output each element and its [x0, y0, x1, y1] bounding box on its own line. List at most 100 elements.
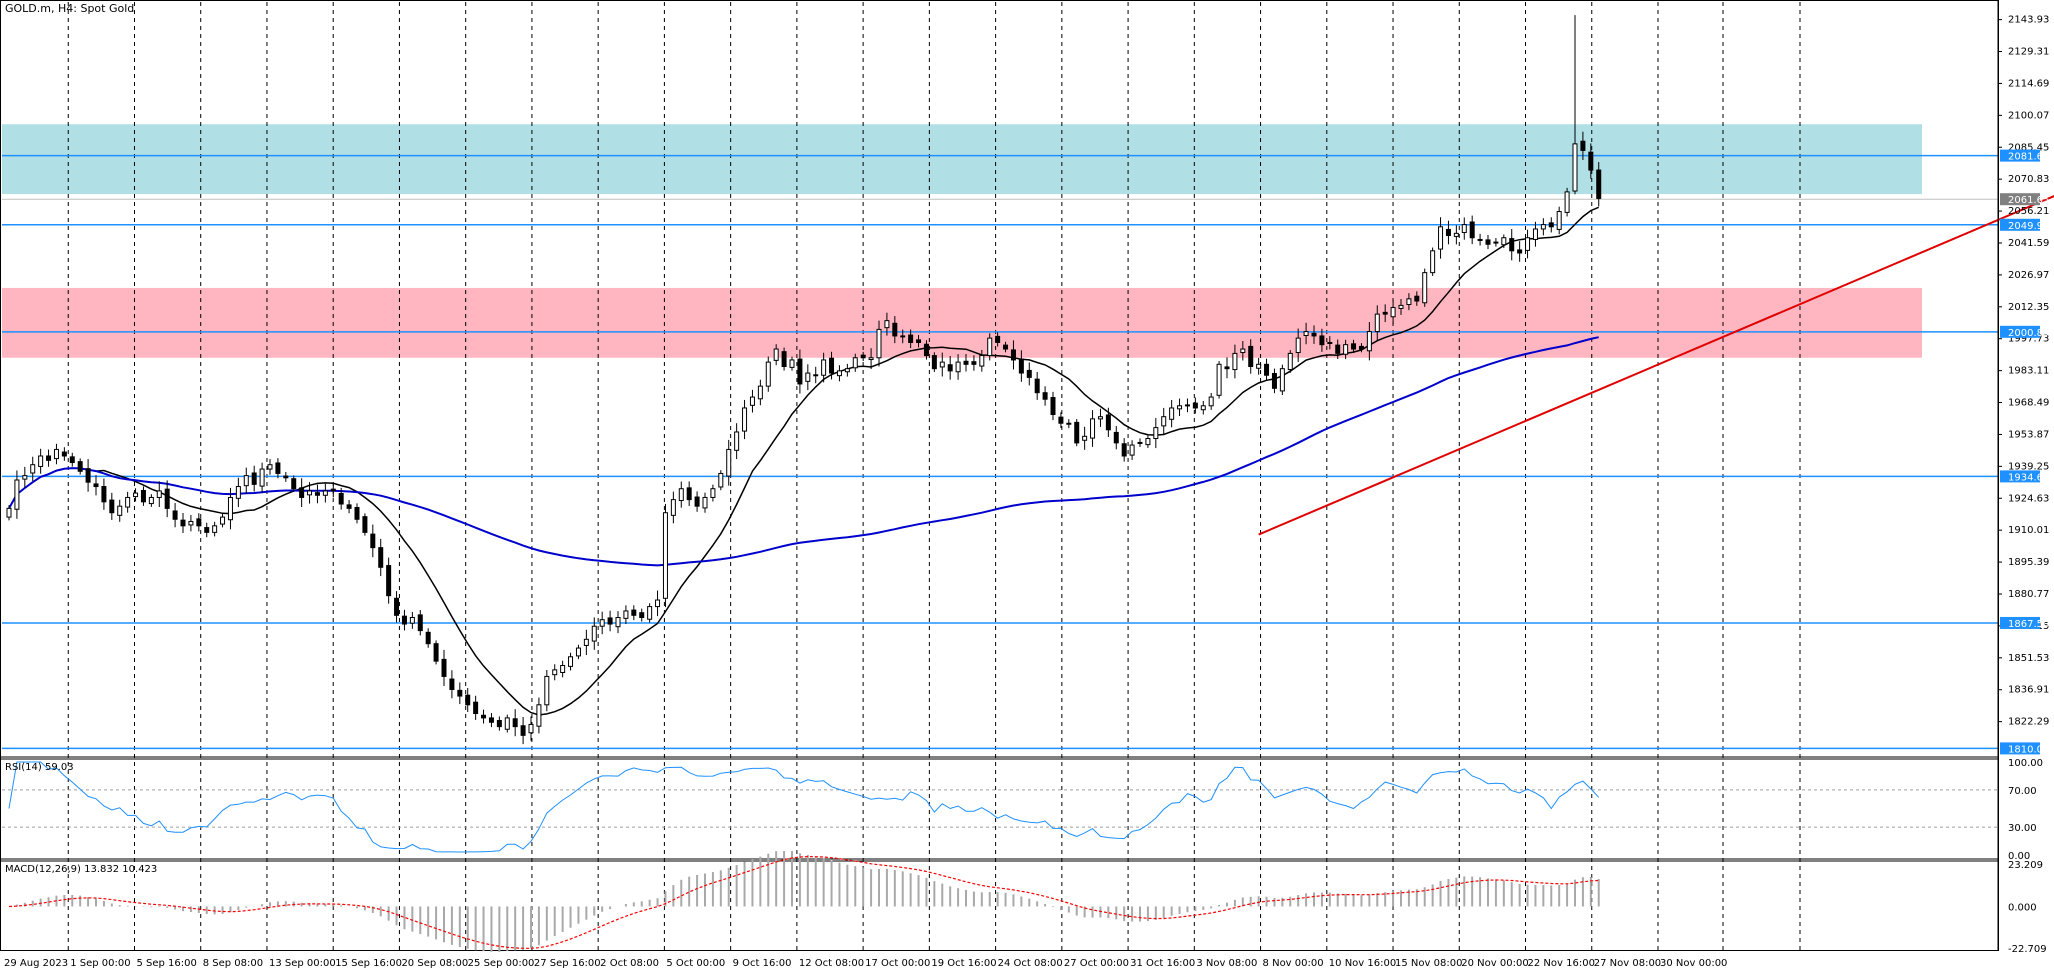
candle-body	[1082, 435, 1088, 441]
candle-body	[275, 462, 281, 474]
candle-body	[1390, 307, 1396, 318]
candle-body	[1003, 344, 1009, 350]
candle-body	[22, 475, 28, 480]
price-tick-label: 1939.25	[2008, 461, 2049, 472]
rsi-line	[8, 761, 1600, 853]
candle-body	[481, 714, 487, 719]
candle-body	[544, 675, 550, 706]
candle-body	[971, 361, 977, 365]
candle-body	[235, 486, 241, 499]
candle-body	[1556, 211, 1562, 230]
candle-body	[939, 361, 945, 368]
candle-body	[963, 360, 969, 365]
candle-body	[1034, 378, 1040, 394]
candle-body	[591, 625, 597, 642]
candle-body	[1469, 221, 1475, 239]
candle-body	[243, 475, 249, 487]
candle-body	[220, 516, 226, 525]
candle-body	[1216, 363, 1222, 396]
candle-body	[1445, 228, 1451, 237]
candle-body	[726, 448, 732, 477]
time-label: 17 Oct 00:00	[865, 958, 930, 969]
time-label: 8 Sep 08:00	[203, 958, 263, 969]
time-label: 2 Oct 08:00	[600, 958, 659, 969]
candle-body	[1145, 438, 1151, 446]
candle-body	[417, 614, 423, 632]
candle-body	[30, 464, 36, 474]
candle-body	[1366, 331, 1372, 352]
candle-body	[180, 519, 186, 527]
candle-body	[1596, 169, 1602, 199]
candle-body	[1113, 431, 1119, 444]
pane-separators	[0, 756, 1999, 862]
price-tick-label: 2143.93	[2008, 15, 2049, 26]
candle-body	[46, 455, 52, 461]
level-tag-label: 2081.62	[2008, 152, 2049, 163]
candle-body	[1343, 344, 1349, 355]
candle-body	[386, 565, 392, 597]
macd-signal-line	[8, 855, 1599, 949]
candle-body	[1319, 335, 1325, 346]
candle-body	[1090, 418, 1096, 439]
candle-body	[829, 357, 835, 374]
candle-body	[599, 619, 605, 627]
candle-body	[1153, 427, 1159, 440]
candle-body	[844, 368, 850, 373]
candle-body	[85, 468, 91, 483]
candle-body	[1248, 345, 1254, 367]
level-tag-label: 1934.65	[2008, 472, 2049, 483]
time-axis: 29 Aug 2023 1 Sep 00:00 5 Sep 16:00 8 Sep 0…	[4, 958, 1727, 969]
candle-body	[465, 694, 471, 706]
candle-body	[394, 597, 400, 616]
macd-axis-label: 0.000	[2008, 902, 2037, 913]
rsi-title: RSI(14) 59.03	[5, 762, 74, 773]
time-label: 27 Nov 08:00	[1594, 958, 1661, 969]
candle-body	[947, 364, 953, 372]
candle-body	[1050, 396, 1056, 416]
candle-body	[1493, 241, 1499, 244]
candle-body	[330, 488, 336, 492]
time-label: 24 Oct 08:00	[998, 958, 1063, 969]
candle-body	[773, 348, 779, 361]
current-price-tag	[2000, 193, 2040, 206]
time-label: 22 Nov 16:00	[1528, 958, 1595, 969]
candle-body	[1548, 222, 1554, 228]
candle-body	[140, 489, 146, 503]
candle-body	[1264, 363, 1270, 376]
candle-body	[1177, 405, 1183, 410]
candle-body	[821, 359, 827, 376]
candle-body	[1232, 352, 1238, 371]
candle-body	[61, 451, 67, 457]
candle-body	[457, 689, 463, 697]
candle-body	[1501, 237, 1507, 246]
candle-body	[987, 337, 993, 357]
candle-body	[164, 488, 170, 509]
candle-body	[560, 665, 566, 673]
rsi-axis-label: 30.00	[2008, 823, 2037, 834]
time-label: 31 Oct 16:00	[1130, 958, 1195, 969]
horizontal-levels	[2, 154, 1998, 750]
price-tick-label: 2070.83	[2008, 174, 2049, 185]
candle-body	[299, 487, 305, 498]
candle-body	[1224, 366, 1230, 370]
rsi-pane: 100.00 70.00 30.00 0.00	[2, 758, 2043, 862]
candle-body	[227, 496, 233, 521]
candles	[6, 15, 1602, 745]
candle-body	[1398, 304, 1404, 309]
trendline-layer	[1258, 195, 2054, 536]
candle-body	[884, 320, 890, 329]
candle-body	[710, 488, 716, 498]
candle-body	[868, 357, 874, 361]
level-tag-label: 1810.02	[2008, 744, 2049, 755]
current-price-label: 2061.65	[2008, 195, 2049, 206]
candle-body	[1358, 345, 1364, 350]
time-label: 29 Aug 2023	[4, 958, 68, 969]
macd-axis-label: -22.709	[2008, 944, 2047, 955]
price-tick-label: 1851.53	[2008, 653, 2049, 664]
candle-body	[892, 322, 898, 337]
candle-body	[314, 492, 320, 496]
candle-body	[908, 334, 914, 343]
candle-body	[979, 355, 985, 367]
candle-body	[409, 616, 415, 624]
